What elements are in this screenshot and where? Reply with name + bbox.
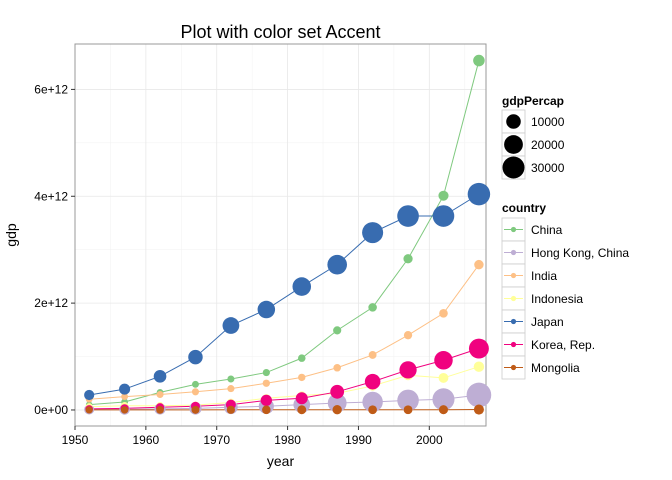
data-point xyxy=(432,388,455,411)
color-legend-label: Indonesia xyxy=(531,292,583,306)
data-point xyxy=(297,405,307,415)
color-legend-label: China xyxy=(531,223,563,237)
color-legend-label: Hong Kong, China xyxy=(531,246,629,260)
data-point xyxy=(156,406,164,414)
data-point xyxy=(397,205,419,227)
data-point xyxy=(368,303,377,312)
data-point xyxy=(434,351,453,370)
data-point xyxy=(226,405,236,414)
data-point xyxy=(298,373,306,382)
data-point xyxy=(156,390,164,398)
x-tick-label: 1960 xyxy=(133,433,160,447)
x-axis-title: year xyxy=(267,453,295,469)
data-point xyxy=(332,405,342,415)
size-legend-symbol xyxy=(504,135,523,154)
data-point xyxy=(438,190,449,201)
size-legend-label: 10000 xyxy=(531,115,565,129)
data-point xyxy=(364,373,381,390)
color-legend-label: Japan xyxy=(531,315,564,329)
color-legend-symbol xyxy=(510,341,517,348)
data-point xyxy=(403,331,413,340)
data-point xyxy=(262,368,270,377)
data-point xyxy=(262,379,270,387)
data-point xyxy=(188,349,203,365)
color-legend-title: country xyxy=(502,201,546,215)
data-point xyxy=(327,254,347,275)
series-line xyxy=(89,264,480,400)
data-point xyxy=(397,389,419,412)
data-point xyxy=(333,326,342,335)
data-point xyxy=(327,393,347,413)
data-point xyxy=(399,361,417,379)
color-legend-label: India xyxy=(531,269,557,283)
size-legend-title: gdpPercap xyxy=(502,94,564,108)
color-legend-symbol xyxy=(510,364,517,371)
color-legend-label: Korea, Rep. xyxy=(531,338,595,352)
chart-title: Plot with color set Accent xyxy=(180,22,380,42)
data-point xyxy=(362,391,383,413)
data-point xyxy=(368,405,377,415)
data-point xyxy=(192,380,199,388)
data-point xyxy=(468,338,489,359)
data-point xyxy=(121,393,129,401)
data-point xyxy=(227,375,235,383)
data-point xyxy=(119,383,131,395)
data-point xyxy=(191,388,200,396)
x-tick-label: 1980 xyxy=(274,433,301,447)
y-tick-label: 6e+12 xyxy=(34,82,68,96)
color-legend-label: Mongolia xyxy=(531,361,580,375)
plot-panel-border xyxy=(74,43,487,427)
x-tick-label: 1950 xyxy=(62,433,89,447)
x-tick-label: 2000 xyxy=(416,433,443,447)
color-legend-symbol xyxy=(510,295,517,302)
size-legend-label: 20000 xyxy=(531,138,565,152)
color-legend-symbol xyxy=(510,318,517,325)
data-point xyxy=(297,354,306,362)
y-tick-label: 4e+12 xyxy=(34,189,68,203)
data-point xyxy=(120,406,129,414)
size-legend-symbol xyxy=(506,114,521,129)
data-point xyxy=(466,382,492,408)
x-tick-label: 1990 xyxy=(345,433,372,447)
data-point xyxy=(262,405,271,415)
data-point xyxy=(473,404,484,415)
data-point xyxy=(473,54,485,67)
size-legend-label: 30000 xyxy=(531,161,565,175)
data-point xyxy=(439,308,448,318)
data-point xyxy=(467,182,491,206)
y-tick-label: 2e+12 xyxy=(34,296,68,310)
data-point xyxy=(362,222,384,244)
data-point xyxy=(222,317,240,334)
color-legend-symbol xyxy=(510,226,517,233)
series-line xyxy=(89,60,480,406)
plot-panel-background xyxy=(75,44,486,426)
size-legend-symbol xyxy=(502,156,525,179)
data-point xyxy=(438,405,449,415)
data-point xyxy=(84,389,95,401)
data-point xyxy=(368,351,377,359)
data-point xyxy=(295,392,308,405)
data-point xyxy=(191,405,200,414)
data-point xyxy=(403,405,413,415)
data-point xyxy=(438,372,449,383)
data-point xyxy=(292,277,312,296)
y-tick-label: 0e+00 xyxy=(34,403,68,417)
data-point xyxy=(473,361,485,372)
color-legend-symbol xyxy=(510,272,517,279)
data-point xyxy=(403,254,413,264)
data-point xyxy=(474,259,484,270)
data-point xyxy=(260,394,272,407)
data-point xyxy=(85,406,93,414)
data-point xyxy=(432,205,455,227)
data-point xyxy=(227,385,235,393)
x-tick-label: 1970 xyxy=(203,433,230,447)
data-point xyxy=(333,363,341,372)
color-legend-symbol xyxy=(510,249,517,256)
data-point xyxy=(330,384,345,399)
y-axis-title: gdp xyxy=(3,223,19,247)
data-point xyxy=(153,369,167,383)
data-point xyxy=(257,300,276,319)
